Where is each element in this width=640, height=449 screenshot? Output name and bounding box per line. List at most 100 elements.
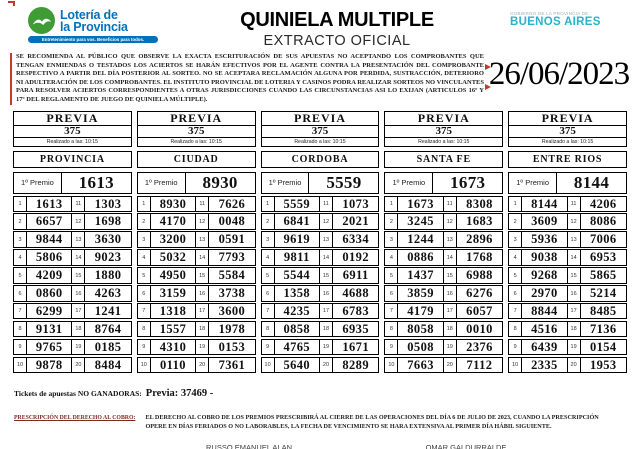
position-index: 2 bbox=[509, 214, 523, 230]
draw-number: 375 bbox=[261, 125, 379, 138]
first-prize-row: 1º Premio 8930 bbox=[136, 171, 256, 194]
draw-time: Realizado a las: 10:15 bbox=[294, 138, 346, 145]
position-index: 1 bbox=[138, 196, 151, 212]
jurisdiction-name: ENTRE RIOS bbox=[508, 150, 627, 168]
draw-header-box: PREVIA 375 Realizado a las: 10:15 bbox=[136, 110, 256, 147]
drawn-number: 4950 bbox=[151, 268, 197, 284]
drawn-number: 5640 bbox=[275, 357, 320, 373]
header: Lotería de la Provincia Entretenimiento … bbox=[0, 0, 640, 49]
position-index: 5 bbox=[509, 268, 523, 284]
drawn-number: 8058 bbox=[398, 321, 444, 337]
first-prize-row: 1º Premio 5559 bbox=[260, 171, 380, 194]
draw-number: 375 bbox=[137, 125, 255, 138]
drawn-number: 6783 bbox=[342, 303, 369, 318]
position-index: 15 bbox=[320, 268, 333, 284]
drawn-number: 5559 bbox=[275, 196, 320, 212]
position-index: 12 bbox=[444, 214, 457, 230]
bird-icon bbox=[28, 7, 55, 34]
numbers-row: 5 9268 15 5865 bbox=[508, 267, 627, 284]
drawn-number: 4765 bbox=[275, 339, 320, 355]
drawn-number: 6953 bbox=[589, 250, 617, 265]
drawn-number: 9619 bbox=[275, 232, 320, 248]
numbers-row: 9 4765 19 1671 bbox=[260, 338, 380, 356]
numbers-row: 7 8844 17 8485 bbox=[508, 302, 627, 320]
position-index: 3 bbox=[385, 232, 399, 248]
drawn-number: 6935 bbox=[342, 321, 369, 336]
drawn-number: 1073 bbox=[342, 196, 369, 211]
drawn-number: 7793 bbox=[218, 250, 246, 265]
first-prize-row: 1º Premio 8144 bbox=[508, 171, 627, 194]
position-index: 14 bbox=[72, 250, 86, 266]
signature-right: OMAR GALDURRALDE PRESIDENTE IPLyC bbox=[376, 443, 556, 449]
drawn-number: 0508 bbox=[398, 339, 444, 355]
drawn-number: 9765 bbox=[27, 339, 73, 355]
results-columns: PREVIA 375 Realizado a las: 10:15 PROVIN… bbox=[0, 105, 640, 375]
position-index: 16 bbox=[72, 286, 86, 302]
drawn-number: 3600 bbox=[218, 303, 246, 318]
page-title: QUINIELA MULTIPLE bbox=[240, 9, 434, 31]
drawn-number: 3859 bbox=[398, 286, 444, 302]
draw-name: PREVIA bbox=[14, 111, 131, 126]
position-index: 3 bbox=[509, 232, 523, 248]
position-index: 14 bbox=[320, 250, 333, 266]
drawn-number: 4310 bbox=[151, 339, 197, 355]
numbers-row: 4 0886 14 1768 bbox=[384, 249, 504, 266]
first-prize-value: 1613 bbox=[78, 172, 114, 192]
signature-name: RUSSO EMANUEL ALAN bbox=[206, 443, 292, 449]
numbers-grid: 1 8144 11 4206 2 3609 12 8086 3 5936 13 7006 4 9038 14… bbox=[508, 195, 627, 374]
document-titles: QUINIELA MULTIPLE EXTRACTO OFICIAL bbox=[196, 7, 478, 49]
numbers-row: 10 7663 20 7112 bbox=[384, 356, 504, 374]
legal-text: SE RECOMIENDA AL PÚBLICO QUE OBSERVE LA … bbox=[10, 53, 491, 105]
numbers-row: 8 4516 18 7136 bbox=[508, 320, 627, 338]
position-index: 7 bbox=[262, 303, 275, 319]
first-prize-row: 1º Premio 1613 bbox=[13, 171, 132, 194]
signatures: RUSSO EMANUEL ALAN JEFE DE SORTEO OMAR G… bbox=[14, 443, 626, 449]
position-index: 9 bbox=[509, 339, 523, 355]
drawn-number: 1683 bbox=[466, 214, 493, 229]
numbers-row: 7 6299 17 1241 bbox=[13, 302, 132, 320]
drawn-number: 7112 bbox=[466, 357, 493, 372]
drawn-number: 9131 bbox=[27, 321, 73, 337]
position-index: 4 bbox=[138, 250, 151, 266]
position-index: 20 bbox=[72, 357, 86, 373]
numbers-row: 5 4950 15 5584 bbox=[136, 267, 256, 284]
draw-time: Realizado a las: 10:15 bbox=[541, 138, 594, 145]
jurisdiction-column: PREVIA 375 Realizado a las: 10:15 CIUDAD… bbox=[136, 110, 256, 375]
position-index: 19 bbox=[72, 339, 86, 355]
numbers-row: 2 3609 12 8086 bbox=[508, 213, 627, 230]
drawn-number: 5936 bbox=[522, 232, 568, 248]
position-index: 10 bbox=[138, 357, 151, 373]
position-index: 11 bbox=[568, 196, 581, 212]
position-index: 20 bbox=[568, 357, 581, 373]
position-index: 3 bbox=[14, 232, 27, 248]
position-index: 16 bbox=[568, 286, 581, 302]
position-index: 16 bbox=[320, 286, 333, 302]
position-index: 17 bbox=[72, 303, 86, 319]
draw-number: 375 bbox=[14, 125, 131, 138]
drawn-number: 1437 bbox=[398, 268, 444, 284]
drawn-number: 8844 bbox=[522, 303, 568, 319]
non-winning-tickets: Tickets de apuestas NO GANADORAS: Previa… bbox=[14, 383, 626, 401]
position-index: 17 bbox=[196, 303, 210, 319]
draw-date: 26/06/2023 bbox=[488, 56, 630, 92]
numbers-row: 2 3245 12 1683 bbox=[384, 213, 504, 230]
position-index: 13 bbox=[196, 232, 210, 248]
first-prize-value: 1673 bbox=[450, 172, 486, 192]
position-index: 8 bbox=[14, 321, 27, 337]
position-index: 3 bbox=[138, 232, 151, 248]
brand-name: Lotería de la Provincia bbox=[60, 8, 128, 33]
drawn-number: 5584 bbox=[218, 268, 246, 283]
position-index: 6 bbox=[138, 286, 151, 302]
drawn-number: 6057 bbox=[466, 303, 493, 318]
position-index: 8 bbox=[262, 321, 275, 337]
draw-time: Realizado a las: 10:15 bbox=[170, 138, 222, 145]
numbers-row: 1 5559 11 1073 bbox=[260, 195, 380, 213]
first-prize-label: 1º Premio bbox=[14, 172, 62, 193]
footer: Tickets de apuestas NO GANADORAS: Previa… bbox=[0, 374, 640, 449]
drawn-number: 3159 bbox=[151, 286, 197, 302]
drawn-number: 5032 bbox=[151, 250, 197, 266]
drawn-number: 1880 bbox=[94, 268, 122, 283]
draw-number: 375 bbox=[509, 125, 626, 138]
numbers-row: 2 4170 12 0048 bbox=[136, 213, 256, 230]
position-index: 2 bbox=[262, 214, 275, 230]
